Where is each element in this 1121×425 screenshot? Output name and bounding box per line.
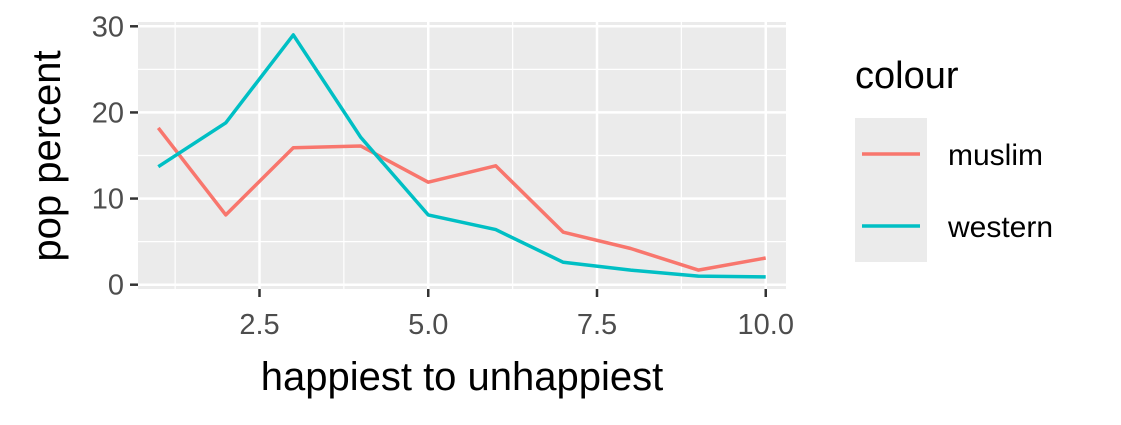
x-axis-title: happiest to unhappiest <box>261 355 664 399</box>
legend-label-muslim: muslim <box>948 139 1043 172</box>
x-tick-label: 7.5 <box>577 309 617 341</box>
legend-title: colour <box>855 55 959 97</box>
y-tick-label: 10 <box>92 184 124 216</box>
x-tick-label: 2.5 <box>239 309 279 341</box>
legend-key-background <box>855 118 927 262</box>
series-lines <box>156 33 767 279</box>
x-axis: 2.5 5.0 7.5 10.0 <box>239 289 794 341</box>
legend-label-western: western <box>947 211 1053 244</box>
x-tick-label: 5.0 <box>408 309 448 341</box>
series-line-western <box>157 33 766 279</box>
series-line-muslim <box>156 126 767 272</box>
major-gridlines <box>138 22 786 289</box>
minor-gridlines <box>138 22 786 289</box>
x-tick-label: 10.0 <box>738 309 794 341</box>
y-axis: 0 10 20 30 <box>92 11 138 302</box>
y-tick-label: 30 <box>92 11 124 43</box>
y-axis-title: pop percent <box>25 50 69 261</box>
y-tick-label: 0 <box>108 270 124 302</box>
legend: colour muslim western <box>855 55 1053 262</box>
y-tick-label: 20 <box>92 97 124 129</box>
